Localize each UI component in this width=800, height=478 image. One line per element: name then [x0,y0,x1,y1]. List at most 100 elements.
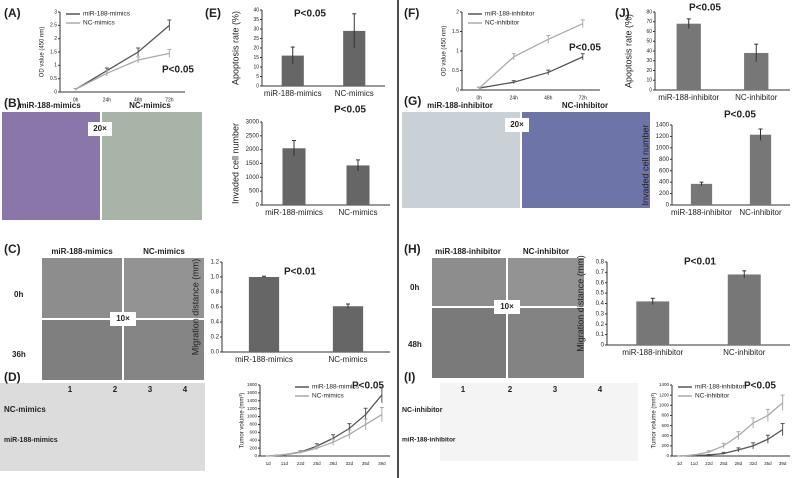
y-tick-label: 25 [253,36,259,42]
y-tick-label: 1.5 [452,29,459,35]
y-axis-label: Migration distance (mm) [190,259,200,356]
legend-label: NC-inhibitor [485,20,520,27]
x-tick-label: NC-mimics [328,355,367,364]
label-box [494,300,520,314]
x-tick-label: miR-188-inhibitor [658,93,719,102]
y-tick-label: 0.8 [211,290,220,296]
y-tick-label: 70 [646,19,652,25]
annotation: P<0.05 [689,3,721,14]
x-tick-label: miR-188-mimics [265,208,323,217]
y-tick-label: 1400 [247,398,258,403]
row-label: 36h [12,350,26,359]
legend-label: miR-188-inhibitor [485,11,535,18]
label-box [88,122,112,136]
sample-number: 3 [553,385,558,394]
image-label: NC-mimics [129,101,171,110]
y-tick-label: 0 [256,83,259,89]
bar [636,301,670,345]
y-tick-label: 0.5 [50,76,57,82]
y-axis-label: OD value (450 nm) [40,27,46,78]
x-tick-label: NC-mimics [338,208,377,217]
row-label: 48h [408,340,422,349]
sample-number: 1 [461,385,466,394]
y-tick-label: 1600 [247,390,258,395]
x-tick-label: 35d [764,461,772,466]
annotation: P<0.01 [284,267,316,278]
y-axis-label: Migration distance (mm) [575,255,585,352]
bar [676,23,701,91]
y-tick-label: 400 [659,180,670,186]
panel-label: (C) [4,242,21,256]
x-tick-label: miR-188-inhibitor [622,348,683,357]
micrograph [522,112,650,208]
label-box [110,312,136,326]
x-tick-label: 1d [677,461,683,466]
y-tick-label: 500 [249,189,260,195]
y-tick-label: 400 [249,437,257,442]
magnification: 10× [116,314,130,323]
y-tick-label: 2 [54,36,57,42]
x-tick-label: 48h [134,97,143,103]
y-tick-label: 400 [661,433,669,438]
panel-label: (E) [205,6,221,20]
y-tick-label: 20 [253,45,259,51]
y-tick-label: 1200 [247,406,258,411]
image-label: miR-188-mimics [19,101,81,110]
x-tick-label: miR-188-mimics [235,355,293,364]
bar [749,134,772,205]
line [75,52,170,90]
micrograph [2,112,100,220]
x-tick-label: 28d [735,461,743,466]
y-tick-label: 0.6 [596,280,605,286]
bar [248,277,280,352]
y-tick-label: 0 [649,87,652,93]
x-tick-label: 22d [297,461,305,466]
bar [727,274,761,345]
micrograph [432,258,506,306]
y-tick-label: 30 [646,58,652,64]
sample-number: 1 [68,385,73,394]
y-tick-label: 1400 [659,382,670,387]
panel-label: (G) [404,94,421,108]
y-axis-label: Tumor volume (mm³) [652,393,658,449]
y-tick-label: 800 [661,413,669,418]
y-tick-label: 3000 [246,120,260,126]
y-tick-label: 0 [254,453,257,458]
sample-number: 4 [598,385,603,394]
x-tick-label: 25d [720,461,728,466]
x-tick-label: NC-inhibitor [735,93,778,102]
y-tick-label: 0.6 [211,305,220,311]
x-tick-label: 22d [705,461,713,466]
bar [332,306,364,352]
x-tick-label: NC-inhibitor [739,208,782,217]
y-tick-label: 40 [646,48,652,54]
panel-label: (H) [404,242,421,256]
x-tick-label: miR-188-inhibitor [671,208,732,217]
x-tick-label: 72h [165,97,174,103]
y-tick-label: 1 [54,63,57,69]
y-tick-label: 1.5 [50,49,57,55]
y-tick-label: 600 [661,423,669,428]
y-tick-label: 200 [661,443,669,448]
y-tick-label: 200 [249,445,257,450]
y-tick-label: 0 [256,203,260,209]
image-label: miR-188-inhibitor [427,101,493,110]
micrograph [42,320,122,380]
y-tick-label: 40 [253,7,259,13]
micrograph [402,112,520,208]
y-tick-label: 50 [646,39,652,45]
y-tick-label: 0.1 [596,332,605,338]
line [478,23,584,89]
y-tick-label: 800 [659,157,670,163]
row-label: NC-mimics [4,405,46,414]
image-label: NC-mimics [143,247,185,256]
row-label: NC-inhibitor [402,407,443,414]
y-tick-label: 35 [253,17,259,23]
y-tick-label: 15 [253,55,259,61]
y-tick-label: 1000 [247,414,258,419]
photo [440,383,638,461]
panel-label: (F) [404,6,419,20]
y-tick-label: 80 [646,9,652,15]
x-tick-label: NC-inhibitor [723,348,766,357]
annotation: P<0.01 [684,257,716,268]
